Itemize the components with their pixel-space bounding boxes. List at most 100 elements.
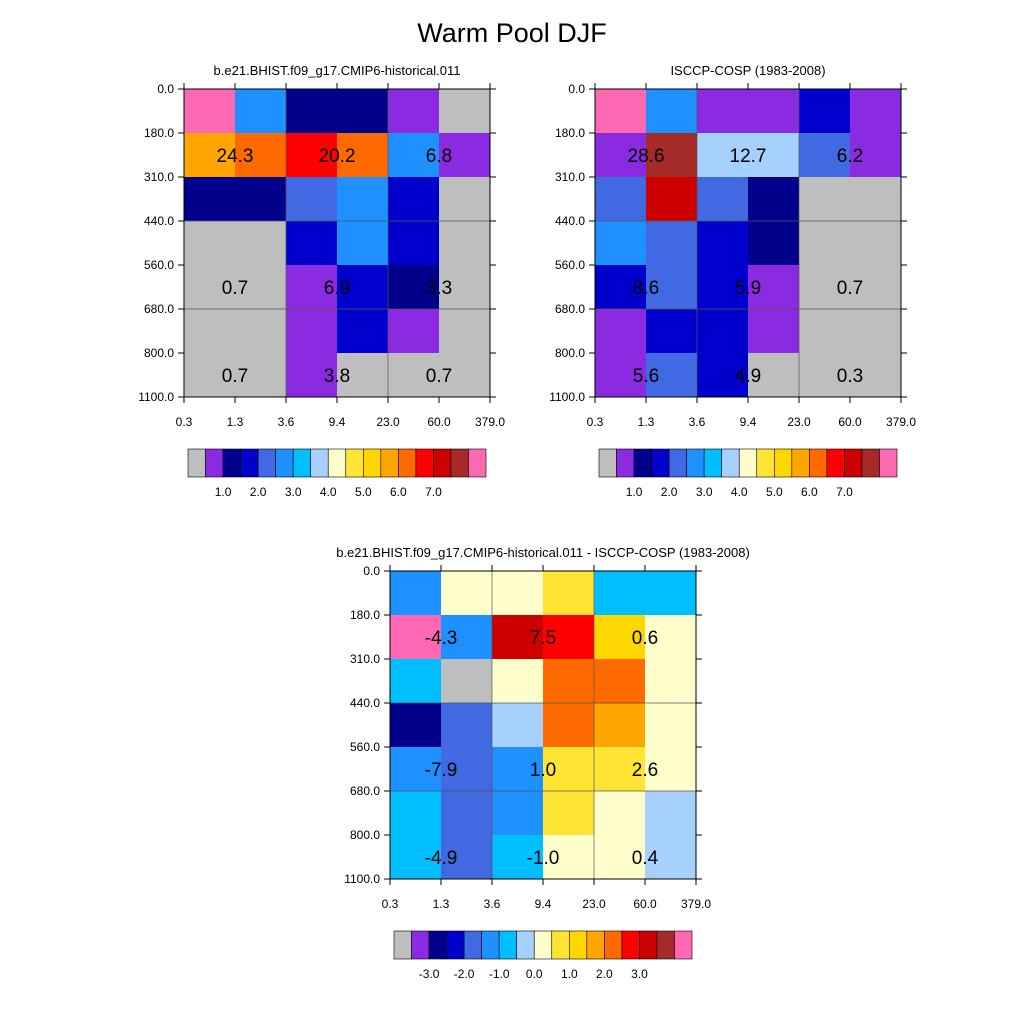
cell-value-label: 2.6 — [632, 760, 658, 781]
x-tick-label: 379.0 — [886, 415, 916, 429]
colorbar-swatch — [809, 448, 828, 478]
colorbar-swatch — [310, 448, 329, 478]
heatmap-cell — [799, 353, 851, 398]
heatmap-cell — [184, 353, 236, 398]
colorbar-swatch — [292, 448, 312, 478]
cell-value-label: 1.0 — [530, 760, 556, 781]
heatmap-cell — [439, 177, 491, 222]
cell-value-label: 12.7 — [730, 146, 767, 167]
heatmap-cell — [390, 571, 442, 616]
x-tick-label: 3.6 — [484, 897, 501, 911]
heatmap-cell — [697, 221, 749, 266]
heatmap-cell — [748, 177, 800, 222]
heatmap-cell — [439, 89, 491, 134]
colorbar-swatch — [498, 930, 518, 960]
colorbar-label: 2.0 — [596, 967, 613, 981]
heatmap-cell — [184, 133, 236, 178]
heatmap-cell — [390, 615, 442, 660]
heatmap-cell — [543, 703, 595, 748]
heatmap-cell — [235, 89, 287, 134]
colorbar-swatch — [481, 930, 500, 960]
heatmap-cell — [286, 177, 338, 222]
heatmap-cell — [594, 659, 646, 704]
heatmap-cell — [184, 221, 236, 266]
heatmap-cell — [286, 309, 338, 354]
x-tick-label: 0.3 — [587, 415, 604, 429]
x-tick-label: 9.4 — [535, 897, 552, 911]
colorbar-swatch — [668, 448, 687, 478]
cell-value-label: 0.7 — [222, 366, 248, 387]
y-tick-label: 310.0 — [144, 170, 174, 184]
heatmap-cell — [492, 791, 544, 836]
colorbar-swatch — [205, 448, 224, 478]
heatmap-cell — [595, 353, 647, 398]
x-tick-label: 9.4 — [329, 415, 346, 429]
heatmap-cell — [441, 571, 493, 616]
heatmap-cell — [646, 133, 698, 178]
colorbar-label: -2.0 — [454, 967, 475, 981]
cell-value-label: 0.6 — [632, 628, 658, 649]
x-tick-label: 3.6 — [278, 415, 295, 429]
panel-3-subtitle: b.e21.BHIST.f09_g17.CMIP6-historical.011… — [336, 545, 750, 560]
heatmap-cell — [850, 89, 902, 134]
heatmap-cell — [235, 309, 287, 354]
heatmap-panel-3: 0.0180.0310.0440.0560.0680.0800.01100.00… — [344, 564, 711, 981]
heatmap-cell — [492, 571, 544, 616]
colorbar-label: 6.0 — [390, 485, 407, 499]
colorbar-label: 1.0 — [215, 485, 232, 499]
x-tick-label: 3.6 — [689, 415, 706, 429]
heatmap-panel-2: 0.0180.0310.0440.0560.0680.0800.01100.00… — [549, 82, 916, 499]
x-tick-label: 1.3 — [638, 415, 655, 429]
heatmap-cell — [439, 309, 491, 354]
colorbar-swatch — [380, 448, 399, 478]
heatmap-cell — [492, 615, 544, 660]
heatmap-cell — [594, 571, 646, 616]
y-tick-label: 680.0 — [144, 302, 174, 316]
colorbar-swatch — [616, 448, 635, 478]
heatmap-cell — [799, 133, 851, 178]
panel-1-subtitle: b.e21.BHIST.f09_g17.CMIP6-historical.011 — [213, 63, 461, 78]
heatmap-cell — [697, 309, 749, 354]
heatmap-cell — [388, 353, 440, 398]
heatmap-cell — [594, 835, 646, 880]
cell-value-label: -7.9 — [425, 760, 458, 781]
heatmap-cell — [543, 835, 595, 880]
heatmap-cell — [388, 89, 440, 134]
heatmap-cell — [337, 133, 389, 178]
colorbar-label: 5.0 — [355, 485, 372, 499]
heatmap-cell — [799, 89, 851, 134]
heatmap-cell — [645, 791, 697, 836]
cell-value-label: -1.0 — [527, 848, 560, 869]
heatmap-cell — [646, 89, 698, 134]
heatmap-cell — [388, 221, 440, 266]
heatmap-cell — [645, 835, 697, 880]
heatmap-cell — [748, 133, 800, 178]
heatmap-cell — [235, 265, 287, 310]
heatmap-cell — [646, 177, 698, 222]
heatmap-cell — [543, 791, 595, 836]
colorbar-swatch — [703, 448, 723, 478]
heatmap-cell — [439, 133, 491, 178]
heatmap-cell — [286, 221, 338, 266]
heatmap-cell — [595, 221, 647, 266]
heatmap-cell — [799, 309, 851, 354]
heatmap-cell — [388, 309, 440, 354]
heatmap-cell — [235, 177, 287, 222]
colorbar-swatch — [604, 930, 623, 960]
colorbar-swatch — [791, 448, 810, 478]
heatmap-cell — [441, 615, 493, 660]
y-tick-label: 440.0 — [350, 696, 380, 710]
colorbar-swatch — [686, 448, 705, 478]
heatmap-cell — [594, 747, 646, 792]
colorbar-label: 1.0 — [561, 967, 578, 981]
heatmap-cell — [595, 309, 647, 354]
colorbar-swatch — [463, 930, 482, 960]
heatmap-cell — [748, 353, 800, 398]
heatmap-cell — [184, 177, 236, 222]
y-tick-label: 1100.0 — [138, 390, 174, 404]
colorbar-swatch — [411, 930, 430, 960]
cell-value-label: 0.7 — [426, 366, 452, 387]
colorbar-label: 3.0 — [285, 485, 302, 499]
colorbar-label: 5.0 — [766, 485, 783, 499]
